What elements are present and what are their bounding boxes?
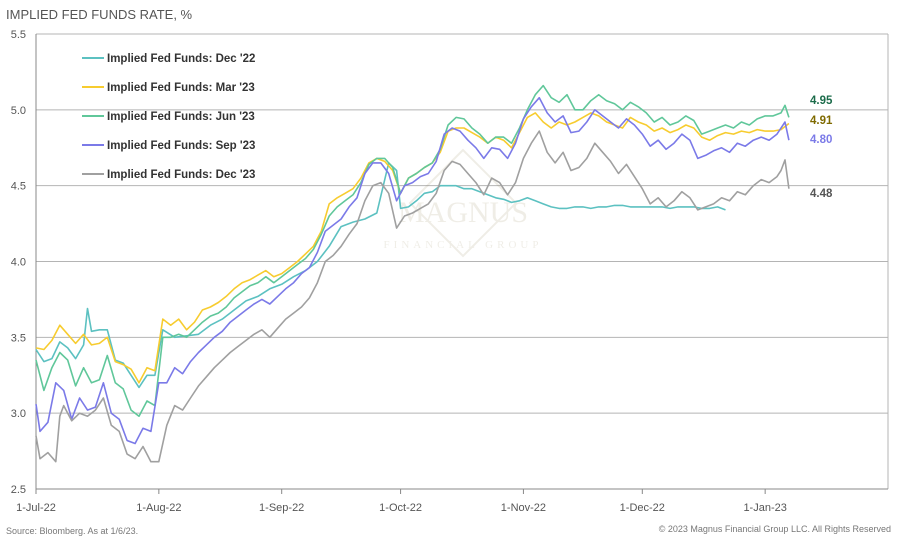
y-tick-label: 4.5 [11,181,26,193]
end-value-label: 4.80 [810,134,832,146]
end-labels: 4.91 4.95 4.80 4.48 [810,95,833,200]
y-tick-label: 5.5 [11,29,26,41]
x-tick-label: 1-Sep-22 [259,502,304,514]
x-tick-label: 1-Dec-22 [620,502,665,514]
end-value-label: 4.48 [810,188,833,200]
watermark-subtitle: FINANCIAL GROUP [384,239,543,251]
legend-label: Implied Fed Funds: Sep '23 [107,140,255,152]
series-line [35,130,790,463]
end-value-label: 4.95 [810,95,833,107]
y-tick-label: 2.5 [11,484,26,496]
chart-title: IMPLIED FED FUNDS RATE, % [6,7,193,22]
x-tick-label: 1-Jul-22 [16,502,56,514]
series-line [35,162,726,389]
source-note: Source: Bloomberg. As at 1/6/23. [6,526,139,536]
legend-label: Implied Fed Funds: Jun '23 [107,111,255,123]
watermark-logo: MAGNUS FINANCIAL GROUP [384,148,543,258]
axes: 2.5 3.0 3.5 4.0 4.5 5.0 5.5 1-Jul-22 1-Aug-22 1-S… [11,29,888,514]
series-line [35,96,790,445]
x-tick-label: 1-Nov-22 [501,502,546,514]
x-tick-label: 1-Jan-23 [743,502,786,514]
y-tick-label: 3.5 [11,332,26,344]
x-tick-label: 1-Aug-22 [136,502,181,514]
y-tick-label: 3.0 [11,408,26,420]
legend-label: Implied Fed Funds: Dec '22 [107,53,255,65]
legend-label: Implied Fed Funds: Dec '23 [107,169,255,181]
watermark-title: MAGNUS [398,196,528,229]
x-tick-label: 1-Oct-22 [379,502,422,514]
grid-lines [36,33,889,489]
series-line [35,84,790,417]
y-tick-label: 5.0 [11,105,26,117]
legend-label: Implied Fed Funds: Mar '23 [107,82,255,94]
y-tick-label: 4.0 [11,257,26,269]
end-value-label: 4.91 [810,115,833,127]
legend: Implied Fed Funds: Dec '22 Implied Fed Fu… [82,53,255,181]
copyright-note: © 2023 Magnus Financial Group LLC. All R… [658,524,891,534]
series-lines [35,84,790,463]
